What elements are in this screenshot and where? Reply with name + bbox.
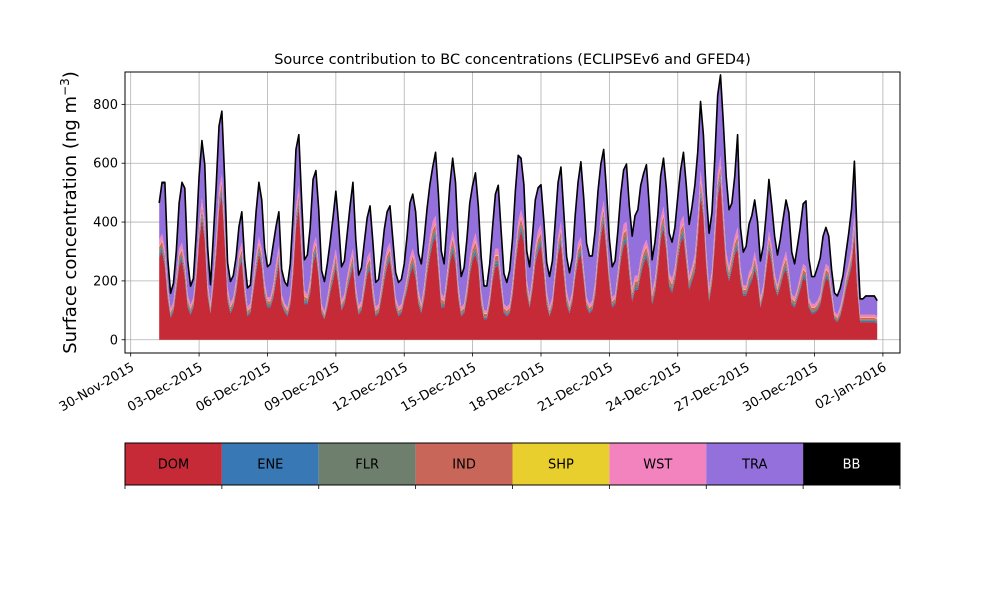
x-tick-label: 30-Dec-2015	[741, 360, 821, 415]
area-dom	[159, 180, 878, 340]
area-tra	[159, 76, 878, 317]
x-tick-label: 06-Dec-2015	[193, 360, 273, 415]
x-tick-label: 03-Dec-2015	[125, 360, 205, 415]
legend-colorbar: DOM ENE FLR IND SHP WST TRA BB	[124, 442, 901, 489]
legend-label: IND	[452, 458, 476, 473]
x-tick-label: 27-Dec-2015	[672, 360, 752, 415]
x-tick-label: 30-Nov-2015	[57, 360, 137, 415]
legend-label: FLR	[355, 458, 379, 473]
x-tick-label: 15-Dec-2015	[399, 360, 479, 415]
x-tick-label: 12-Dec-2015	[330, 360, 410, 415]
x-tick-label: 09-Dec-2015	[262, 360, 342, 415]
y-axis-label: Surface concentration (ng m−3)	[58, 71, 81, 354]
y-axis: 0 200 400 600 800	[93, 98, 125, 348]
x-tick-label: 02-Jan-2016	[813, 360, 890, 413]
legend-swatch-bb	[803, 443, 900, 485]
y-tick-label: 0	[110, 333, 118, 348]
legend-label: TRA	[741, 458, 767, 473]
legend-label: BB	[843, 458, 861, 473]
y-axis-label-close: )	[60, 71, 81, 78]
y-tick-label: 400	[93, 216, 118, 231]
chart-title: Source contribution to BC concentrations…	[274, 52, 751, 68]
plot-frame	[124, 71, 901, 354]
legend-swatch-dom	[125, 443, 222, 485]
legend-label: ENE	[257, 458, 283, 473]
legend-swatch-ind	[415, 443, 513, 485]
y-axis-label-sup: −3	[58, 78, 72, 96]
legend-swatch-flr	[318, 443, 416, 485]
total-series-line	[158, 74, 878, 302]
legend-swatch-tra	[706, 443, 804, 485]
x-axis: 30-Nov-201503-Dec-201506-Dec-201509-Dec-…	[57, 353, 889, 415]
legend-swatch-ene	[221, 443, 319, 485]
y-tick-label: 200	[93, 274, 118, 289]
y-tick-label: 600	[93, 157, 118, 172]
legend-label: SHP	[548, 458, 574, 473]
x-tick-label: 18-Dec-2015	[467, 360, 547, 415]
stacked-areas	[159, 74, 878, 340]
legend-label: DOM	[158, 458, 189, 473]
y-axis-label-main: Surface concentration (ng m	[60, 96, 81, 354]
y-tick-label: 800	[93, 98, 118, 113]
area-wst	[159, 156, 878, 319]
legend-swatch-wst	[609, 443, 707, 485]
x-tick-label: 24-Dec-2015	[604, 360, 684, 415]
legend-label: WST	[643, 458, 672, 473]
total-line	[158, 74, 878, 302]
legend-swatch-shp	[512, 443, 610, 485]
x-tick-label: 21-Dec-2015	[535, 360, 615, 415]
